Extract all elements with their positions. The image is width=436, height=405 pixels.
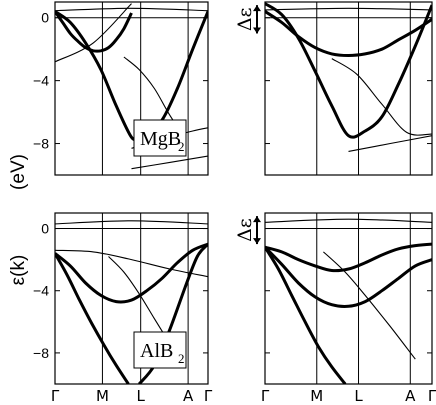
panel-alb2-right: Γ M L A ΓΔε [234, 212, 436, 405]
delta-arrow-head-up [253, 5, 261, 12]
k-point-label: Γ [261, 387, 270, 405]
k-point-label: L [354, 387, 363, 405]
bands [55, 220, 208, 384]
band-thick-1 [55, 10, 133, 53]
delta-arrow-head-up [253, 216, 261, 223]
y-tick-label: 0 [41, 221, 49, 237]
k-point-label: Γ [428, 387, 436, 405]
band-thin-6 [108, 256, 171, 344]
band-thin-4 [348, 135, 432, 152]
y-tick-label: 0 [41, 10, 49, 26]
compound-label-box [133, 119, 187, 157]
band-thin-4 [265, 218, 432, 223]
delta-arrow-head-down [253, 238, 261, 245]
panel-frame [54, 212, 209, 385]
band-thin-3 [55, 7, 208, 12]
k-point-label: L [137, 387, 146, 405]
panel-frame [264, 1, 433, 176]
band-thin-5 [323, 251, 416, 360]
band-thin-3 [265, 7, 432, 11]
delta-epsilon-label: Δε [234, 218, 256, 242]
band-thick-2 [265, 2, 432, 139]
band-thin-4 [55, 220, 208, 225]
compound-label-box [133, 331, 187, 369]
panel-mgb2-right: Δε [234, 1, 433, 176]
y-tick-label: −4 [33, 283, 49, 299]
panel-frame [264, 212, 433, 385]
band-thick-1 [265, 246, 432, 308]
compound-label-subscript: 2 [178, 139, 185, 154]
y-tick-label: −8 [33, 345, 49, 361]
delta-epsilon-label: Δε [234, 8, 256, 32]
band-thin-5 [331, 58, 432, 136]
y-axis-label-dispersion: ε(k) [8, 255, 29, 286]
delta-arrow-head-down [253, 27, 261, 34]
y-tick-label: −8 [33, 136, 49, 152]
band-thick-3 [265, 246, 347, 384]
bands [265, 218, 432, 384]
k-point-label: A [183, 387, 194, 405]
compound-label-subscript: 2 [178, 351, 185, 366]
compound-label: AlB [140, 340, 173, 362]
band-thick-2 [265, 242, 432, 273]
band-thick-2 [55, 252, 130, 384]
k-point-label: Γ [51, 387, 60, 405]
band-thin-5 [55, 249, 208, 278]
k-point-label: A [405, 387, 416, 405]
bands [265, 2, 432, 152]
band-thin-6 [131, 155, 208, 170]
panel-frame [54, 1, 209, 176]
y-tick-label: −4 [33, 73, 49, 89]
k-point-label: Γ [204, 387, 213, 405]
band-thin-4 [55, 3, 132, 63]
band-thick-1 [55, 242, 208, 304]
k-point-label: M [310, 387, 323, 405]
k-point-label: M [96, 387, 109, 405]
compound-label: MgB [140, 128, 181, 150]
y-axis-label-energy: (eV) [8, 154, 29, 190]
